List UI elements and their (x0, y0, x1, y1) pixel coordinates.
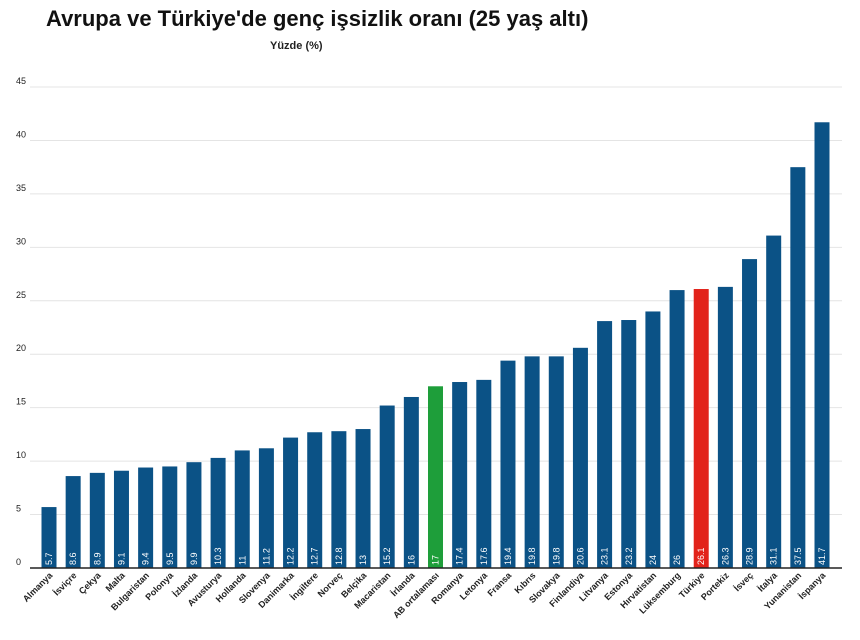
bar-29 (742, 259, 758, 568)
data-label-16: 17 (431, 555, 441, 565)
y-tick-label-9: 45 (16, 76, 26, 86)
x-tick-label-19: Fransa (485, 570, 514, 599)
y-axis-ticks: 0 5 10 15 20 25 30 35 40 45 (16, 76, 26, 567)
data-labels: 5.7 8.6 8.9 9.1 9.4 9.5 9.9 10.3 11 11.2 12.2 12.7 1… (44, 547, 827, 565)
bar-25 (645, 311, 661, 568)
data-label-6: 9.9 (189, 552, 199, 565)
data-label-25: 24 (648, 555, 658, 565)
bar-1 (65, 476, 81, 568)
data-label-28: 26.3 (720, 547, 730, 565)
data-label-24: 23.2 (624, 547, 634, 565)
bar-6 (186, 462, 202, 568)
bar-27 (693, 289, 709, 568)
bar-23 (597, 321, 613, 568)
bar-3 (113, 470, 129, 568)
bars (41, 122, 830, 569)
data-label-4: 9.4 (141, 552, 151, 565)
y-tick-label-2: 10 (16, 450, 26, 460)
bar-24 (621, 320, 637, 568)
y-tick-label-6: 30 (16, 236, 26, 246)
data-label-22: 20.6 (575, 547, 585, 565)
bar-0 (41, 507, 57, 568)
bar-11 (307, 432, 323, 568)
bar-28 (717, 286, 733, 568)
bar-21 (548, 356, 564, 568)
data-label-32: 41.7 (817, 547, 827, 565)
bar-20 (524, 356, 540, 568)
x-tick-label-5: Polonya (143, 570, 176, 603)
data-label-8: 11 (237, 556, 247, 565)
data-label-15: 16 (406, 555, 416, 565)
data-label-10: 12.2 (286, 547, 296, 565)
bar-16 (428, 386, 443, 568)
bar-14 (379, 405, 395, 568)
bar-17 (452, 382, 468, 568)
data-label-17: 17.4 (455, 547, 465, 565)
data-label-1: 8.6 (68, 552, 78, 565)
x-tick-label-0: Almanya (21, 570, 55, 604)
data-label-26: 26 (672, 555, 682, 565)
data-label-7: 10.3 (213, 547, 223, 565)
data-label-5: 9.5 (165, 552, 175, 565)
y-tick-label-3: 15 (16, 397, 26, 407)
data-label-14: 15.2 (382, 547, 392, 565)
bar-8 (234, 450, 250, 568)
bar-30 (766, 235, 782, 568)
bar-5 (162, 466, 178, 568)
x-tick-label-18: Letonya (458, 570, 490, 602)
y-tick-label-8: 40 (16, 129, 26, 139)
data-label-11: 12.7 (310, 547, 320, 565)
data-label-2: 8.9 (92, 552, 102, 565)
x-tick-label-32: İspanya (797, 570, 828, 601)
bar-19 (500, 360, 516, 568)
y-tick-label-4: 20 (16, 343, 26, 353)
data-label-3: 9.1 (116, 552, 126, 565)
data-label-23: 23.1 (600, 547, 610, 565)
y-tick-label-1: 5 (16, 504, 21, 514)
data-label-12: 12.8 (334, 547, 344, 565)
bar-12 (331, 431, 347, 568)
y-tick-label-5: 25 (16, 290, 26, 300)
x-tick-label-1: İsviçre (51, 570, 78, 597)
y-tick-label-7: 35 (16, 183, 26, 193)
data-label-20: 19.8 (527, 547, 537, 565)
chart-title: Avrupa ve Türkiye'de genç işsizlik oranı… (46, 6, 589, 31)
bar-13 (355, 429, 371, 568)
x-tick-label-29: İsveç (732, 570, 755, 593)
bar-2 (89, 472, 105, 568)
y-axis-label: Yüzde (%) (270, 40, 323, 52)
data-label-21: 19.8 (551, 547, 561, 565)
bar-15 (403, 396, 419, 568)
x-tick-label-2: Çekya (77, 570, 104, 597)
bar-4 (138, 467, 154, 568)
bar-22 (572, 347, 588, 568)
bar-9 (258, 448, 274, 568)
data-label-30: 31.1 (769, 547, 779, 565)
bar-31 (790, 167, 806, 568)
data-label-31: 37.5 (793, 547, 803, 565)
data-label-19: 19.4 (503, 547, 513, 565)
data-label-0: 5.7 (44, 552, 54, 565)
data-label-18: 17.6 (479, 547, 489, 565)
data-label-29: 28.9 (745, 547, 755, 565)
bar-7 (210, 457, 226, 568)
data-label-27: 26.1 (696, 547, 706, 565)
bar-10 (283, 437, 299, 568)
bar-32 (814, 122, 830, 569)
bar-26 (669, 290, 685, 568)
y-tick-label-0: 0 (16, 557, 21, 567)
bar-18 (476, 379, 492, 568)
data-label-9: 11.2 (261, 548, 271, 565)
data-label-13: 13 (358, 555, 368, 565)
